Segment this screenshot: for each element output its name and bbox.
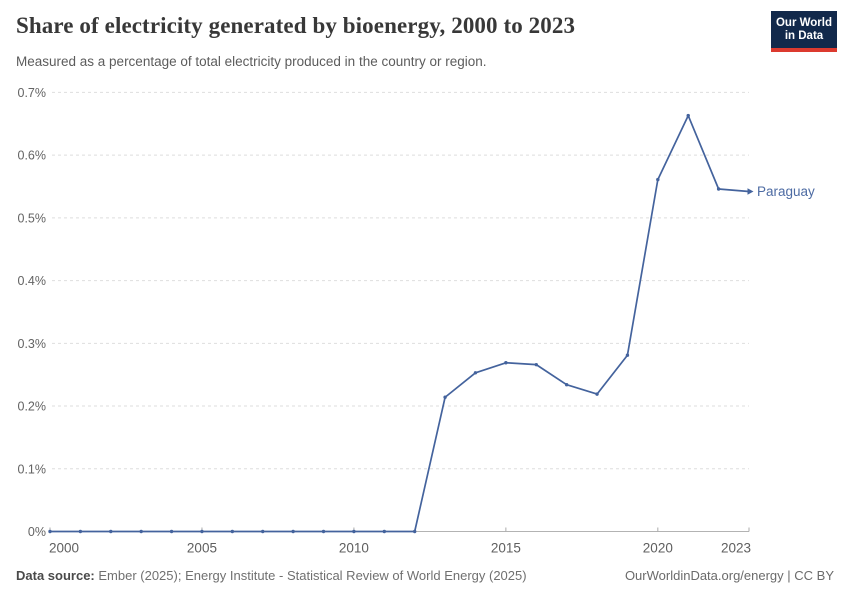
data-point xyxy=(625,353,630,357)
x-axis-tick-label: 2005 xyxy=(187,541,217,556)
data-source-label: Data source: xyxy=(16,568,95,583)
data-point xyxy=(564,383,569,387)
data-point xyxy=(291,529,295,534)
data-point xyxy=(686,113,690,118)
data-point xyxy=(504,361,508,365)
x-axis-tick-label: 2023 xyxy=(721,541,751,556)
chart-footer: Data source: Ember (2025); Energy Instit… xyxy=(16,568,834,583)
data-point xyxy=(443,395,447,399)
chart-svg: 0% 0.1% 0.2% 0.3% 0.4% 0.5% 0.6% 0.7% 2000 2005 20… xyxy=(18,86,816,556)
y-axis-tick-label: 0.4% xyxy=(18,274,47,288)
owid-logo-red-bar xyxy=(771,48,837,52)
data-point xyxy=(412,529,417,534)
x-axis-tick-label: 2015 xyxy=(491,541,521,556)
data-point xyxy=(261,529,265,534)
data-point xyxy=(230,529,235,534)
x-axis-tick-label: 2010 xyxy=(339,541,369,556)
page-title: Share of electricity generated by bioene… xyxy=(16,13,576,38)
data-point xyxy=(595,392,599,396)
y-axis-tick-label: 0.6% xyxy=(18,149,47,163)
x-axis-tick-label: 2000 xyxy=(49,541,79,556)
data-point xyxy=(139,529,143,534)
line-end-arrow-icon xyxy=(747,188,754,195)
data-point xyxy=(321,529,326,534)
data-point xyxy=(78,529,83,534)
chart-subtitle: Measured as a percentage of total electr… xyxy=(16,54,487,69)
data-point xyxy=(352,529,356,534)
series-label-paraguay[interactable]: Paraguay xyxy=(757,184,815,199)
x-axis-tick-label: 2020 xyxy=(643,541,673,556)
owid-credit-link[interactable]: OurWorldinData.org/energy | CC BY xyxy=(624,568,834,583)
data-source-value: Ember (2025); Energy Institute - Statist… xyxy=(94,568,527,583)
data-point xyxy=(48,529,52,534)
owid-logo-line2: in Data xyxy=(784,29,824,42)
owid-logo-box: Our World in Data xyxy=(771,11,837,48)
data-point xyxy=(109,529,113,534)
data-point xyxy=(200,529,204,534)
data-point xyxy=(473,371,478,375)
owid-logo-line1: Our World xyxy=(775,16,832,29)
y-axis-tick-label: 0.1% xyxy=(18,462,47,476)
y-axis-tick-label: 0.5% xyxy=(18,211,47,225)
y-axis-tick-label: 0% xyxy=(28,525,46,539)
y-axis-tick-label: 0.7% xyxy=(18,86,47,100)
y-axis-tick-label: 0.2% xyxy=(18,400,47,414)
data-point xyxy=(716,187,721,191)
data-point xyxy=(534,362,538,367)
data-point xyxy=(169,529,174,534)
series-line-paraguay[interactable] xyxy=(49,114,750,533)
y-axis-tick-label: 0.3% xyxy=(18,337,47,351)
data-point xyxy=(656,177,660,182)
data-point xyxy=(382,529,387,534)
owid-logo[interactable]: Our World in Data xyxy=(771,11,837,52)
data-source-text: Data source: Ember (2025); Energy Instit… xyxy=(16,568,527,583)
